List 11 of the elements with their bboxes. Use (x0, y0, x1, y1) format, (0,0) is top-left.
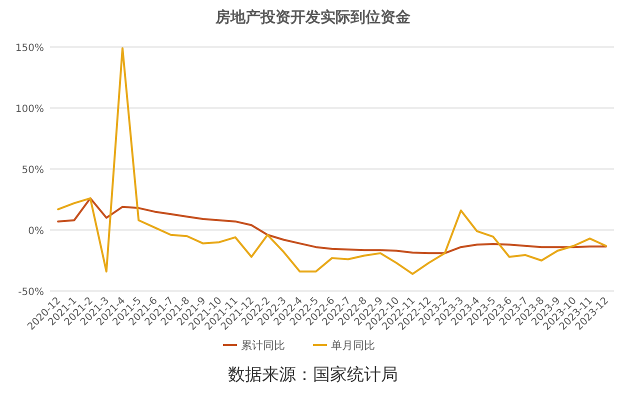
source-note: 数据来源：国家统计局 (228, 365, 398, 385)
y-tick-label: 50% (22, 165, 44, 176)
legend-label: 单月同比 (331, 339, 375, 352)
line-series (57, 197, 607, 254)
chart-title: 房地产投资开发实际到位资金 (214, 8, 410, 26)
legend-label: 累计同比 (241, 339, 285, 352)
line-series (57, 47, 607, 275)
y-tick-label: -50% (18, 287, 44, 298)
y-tick-label: 0% (28, 226, 44, 237)
y-tick-label: 100% (15, 104, 44, 115)
y-tick-label: 150% (15, 43, 44, 54)
